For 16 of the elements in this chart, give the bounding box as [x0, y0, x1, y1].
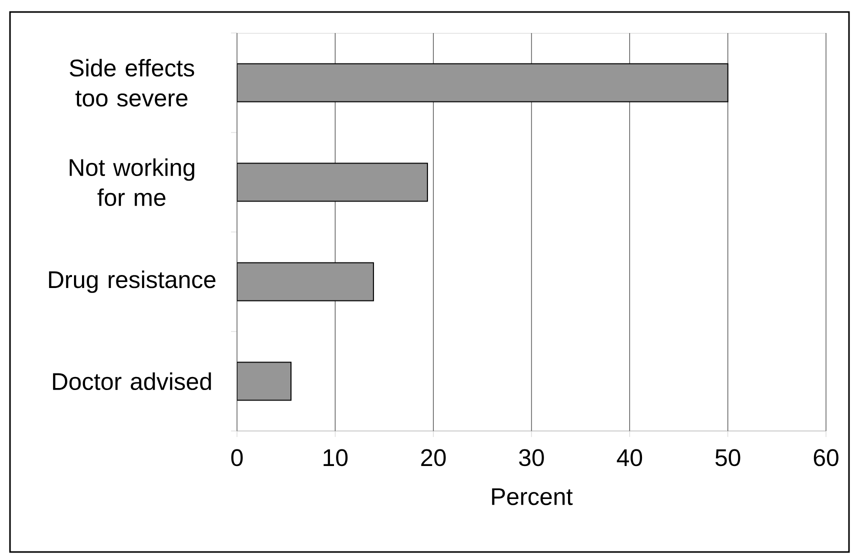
- x-tick-label: 60: [814, 449, 838, 466]
- y-tick-label: Side effects too severe: [70, 58, 194, 107]
- x-tick-label: 20: [421, 449, 446, 466]
- x-tick-label: 0: [231, 449, 243, 466]
- bar: [237, 262, 374, 302]
- x-tick-label: 40: [616, 449, 642, 466]
- y-tick-label: Drug resistance: [49, 270, 216, 293]
- x-tick-label: 10: [324, 449, 348, 466]
- bar: [237, 162, 428, 202]
- y-tick-label: Doctor advised: [53, 372, 211, 390]
- y-tick-label: Not working for me: [70, 158, 194, 206]
- x-tick-label: 50: [715, 449, 740, 466]
- x-axis-title: Percent: [492, 488, 573, 506]
- x-tick-label: 30: [519, 449, 544, 466]
- bar: [237, 63, 728, 102]
- bar: [237, 362, 292, 401]
